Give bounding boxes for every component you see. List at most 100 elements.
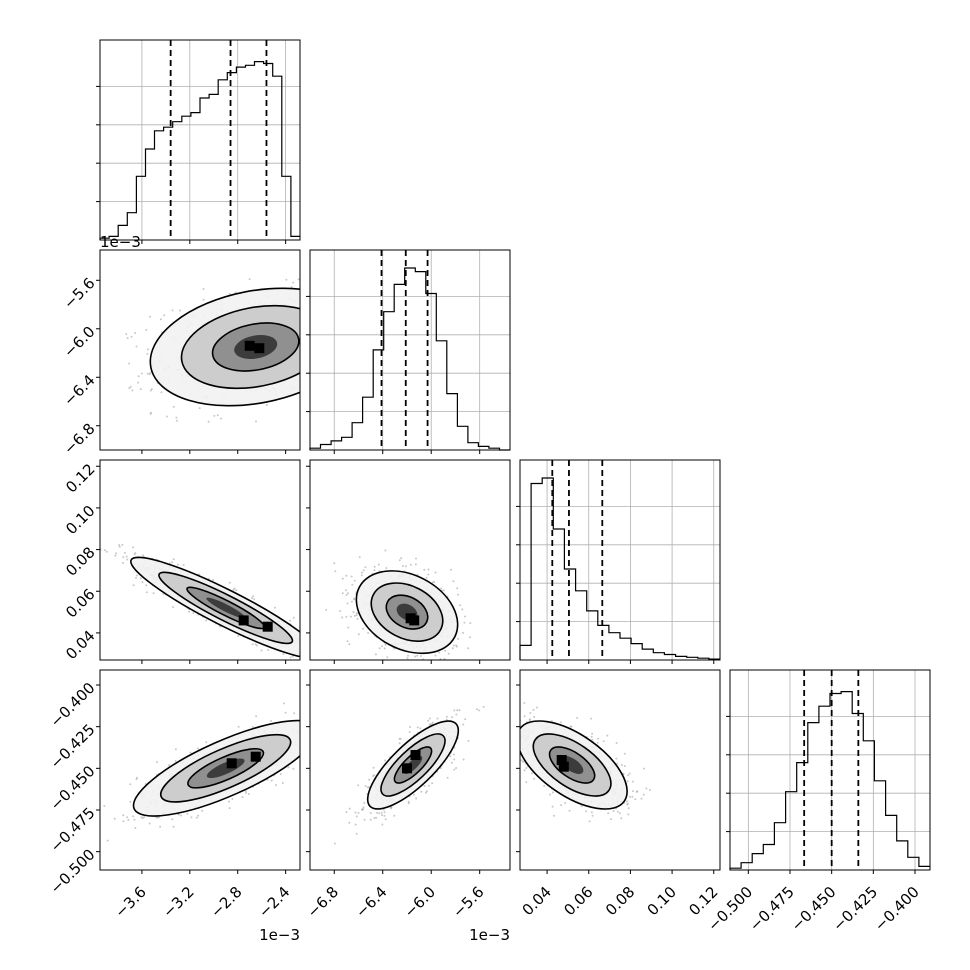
sample-point bbox=[312, 640, 314, 642]
sample-point bbox=[91, 845, 93, 847]
sample-point bbox=[375, 816, 378, 819]
sample-point bbox=[357, 289, 359, 291]
sample-point bbox=[364, 785, 367, 788]
sample-point bbox=[304, 761, 306, 763]
sample-point bbox=[525, 781, 528, 784]
sample-point bbox=[372, 766, 375, 769]
sample-point bbox=[336, 301, 338, 303]
sample-point bbox=[393, 814, 396, 817]
sample-point bbox=[342, 362, 344, 364]
sample-point bbox=[422, 676, 424, 678]
sample-point bbox=[318, 729, 320, 731]
sample-point bbox=[325, 722, 327, 724]
sample-point bbox=[314, 321, 316, 323]
sample-point bbox=[343, 340, 345, 342]
sample-point bbox=[467, 647, 470, 650]
sample-point bbox=[146, 348, 149, 351]
sample-point bbox=[313, 354, 315, 356]
sample-point bbox=[347, 592, 349, 595]
sample-point bbox=[126, 337, 129, 340]
pair-panel-0-3 bbox=[91, 669, 342, 871]
sample-point bbox=[549, 793, 552, 796]
sample-point bbox=[451, 761, 453, 764]
sample-point bbox=[323, 717, 325, 719]
sample-point bbox=[317, 736, 319, 738]
sample-point bbox=[331, 370, 333, 372]
sample-point bbox=[486, 687, 488, 689]
sample-point bbox=[385, 567, 388, 569]
sample-point bbox=[132, 584, 135, 587]
sample-point bbox=[420, 790, 423, 793]
sample-point bbox=[304, 352, 306, 354]
sample-point bbox=[303, 659, 305, 661]
sample-point bbox=[333, 734, 335, 736]
sample-point bbox=[330, 343, 332, 345]
sample-point bbox=[627, 774, 630, 777]
sample-point bbox=[434, 571, 437, 574]
sample-point bbox=[267, 649, 270, 651]
sample-point bbox=[293, 712, 296, 715]
sample-point bbox=[322, 357, 324, 359]
sample-point bbox=[316, 360, 318, 362]
sample-point bbox=[141, 581, 144, 583]
sample-point bbox=[320, 345, 322, 347]
sample-point bbox=[106, 839, 109, 842]
density-peak-1 bbox=[244, 340, 255, 351]
sample-point bbox=[134, 827, 137, 829]
sample-point bbox=[469, 622, 472, 625]
sample-point bbox=[189, 751, 192, 754]
sample-point bbox=[427, 675, 429, 677]
sample-point bbox=[384, 759, 387, 762]
sample-point bbox=[384, 643, 387, 646]
sample-point bbox=[428, 724, 431, 726]
sample-point bbox=[305, 306, 307, 308]
sample-point bbox=[133, 553, 136, 556]
sample-point bbox=[52, 361, 54, 363]
sample-point bbox=[383, 811, 386, 814]
sample-point bbox=[192, 612, 195, 614]
sample-point bbox=[118, 545, 121, 548]
sample-point bbox=[328, 299, 330, 301]
sample-point bbox=[383, 814, 386, 817]
sample-point bbox=[317, 309, 319, 311]
sample-point bbox=[122, 556, 125, 559]
contour-line-1 bbox=[180, 304, 300, 390]
sample-point bbox=[301, 640, 303, 642]
sample-point bbox=[458, 709, 461, 712]
sample-point bbox=[228, 292, 231, 295]
sample-point bbox=[318, 366, 320, 368]
sample-point bbox=[301, 340, 303, 342]
sample-point bbox=[231, 798, 234, 800]
sample-point bbox=[340, 328, 342, 330]
sample-point bbox=[341, 577, 344, 580]
sample-point bbox=[305, 335, 307, 337]
density-level-3 bbox=[206, 597, 246, 619]
sample-point bbox=[420, 655, 422, 657]
sample-point bbox=[345, 358, 347, 360]
sample-point bbox=[410, 563, 412, 566]
sample-point bbox=[115, 552, 118, 555]
sample-point bbox=[314, 325, 316, 327]
sample-point bbox=[606, 734, 609, 737]
sample-point bbox=[363, 801, 366, 804]
sample-point bbox=[314, 339, 316, 341]
sample-point bbox=[105, 550, 108, 553]
sample-point bbox=[326, 331, 328, 333]
sample-point bbox=[291, 663, 293, 665]
sample-point bbox=[352, 280, 354, 282]
sample-point bbox=[427, 784, 430, 787]
sample-point bbox=[188, 610, 191, 613]
sample-point bbox=[340, 716, 342, 718]
sample-point bbox=[195, 816, 198, 819]
sample-point bbox=[176, 563, 179, 566]
sample-point bbox=[126, 816, 129, 819]
sample-point bbox=[325, 374, 327, 376]
sample-point bbox=[237, 634, 240, 637]
sample-point bbox=[620, 817, 623, 820]
sample-point bbox=[328, 363, 330, 365]
sample-point bbox=[381, 823, 384, 826]
sample-point bbox=[250, 597, 253, 600]
sample-point bbox=[319, 381, 321, 383]
sample-point bbox=[355, 832, 358, 835]
sample-point bbox=[306, 341, 308, 343]
